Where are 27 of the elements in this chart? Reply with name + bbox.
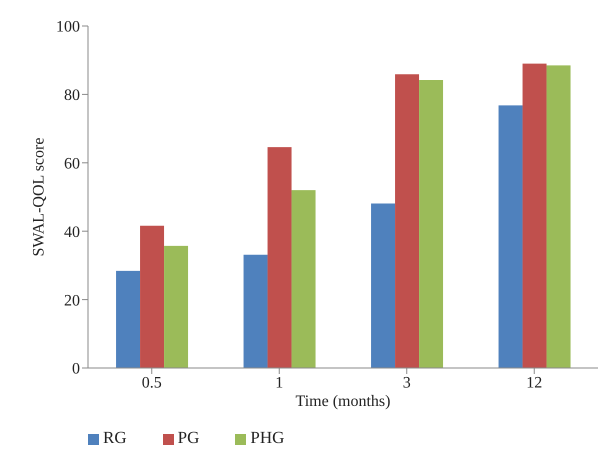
bar: [371, 204, 396, 368]
y-tick-label: 0: [72, 360, 80, 378]
x-tick-label: 0.5: [142, 374, 162, 392]
y-tick-label: 100: [56, 18, 80, 36]
bar: [268, 147, 292, 368]
bar: [546, 65, 571, 368]
y-tick-label: 20: [64, 292, 80, 310]
y-tick-label: 40: [64, 224, 80, 241]
bar: [395, 74, 420, 368]
bar: [164, 246, 188, 368]
legend-label: PHG: [250, 428, 284, 447]
bar: [244, 254, 268, 368]
bar: [116, 270, 140, 368]
x-tick-label: 12: [526, 374, 542, 392]
y-tick-label: 60: [64, 155, 80, 172]
x-tick-label: 1: [275, 374, 284, 392]
bar: [498, 105, 523, 368]
x-tick-label: 3: [402, 374, 411, 392]
x-axis-title: Time (months): [296, 393, 390, 410]
bar: [292, 190, 316, 368]
legend-label: PG: [178, 428, 200, 447]
bar: [419, 80, 444, 368]
legend-label: RG: [103, 428, 127, 447]
y-tick-label: 80: [64, 87, 80, 104]
bar: [522, 64, 547, 368]
y-axis-title: SWAL-QOL score: [30, 138, 48, 256]
bar: [140, 226, 164, 368]
